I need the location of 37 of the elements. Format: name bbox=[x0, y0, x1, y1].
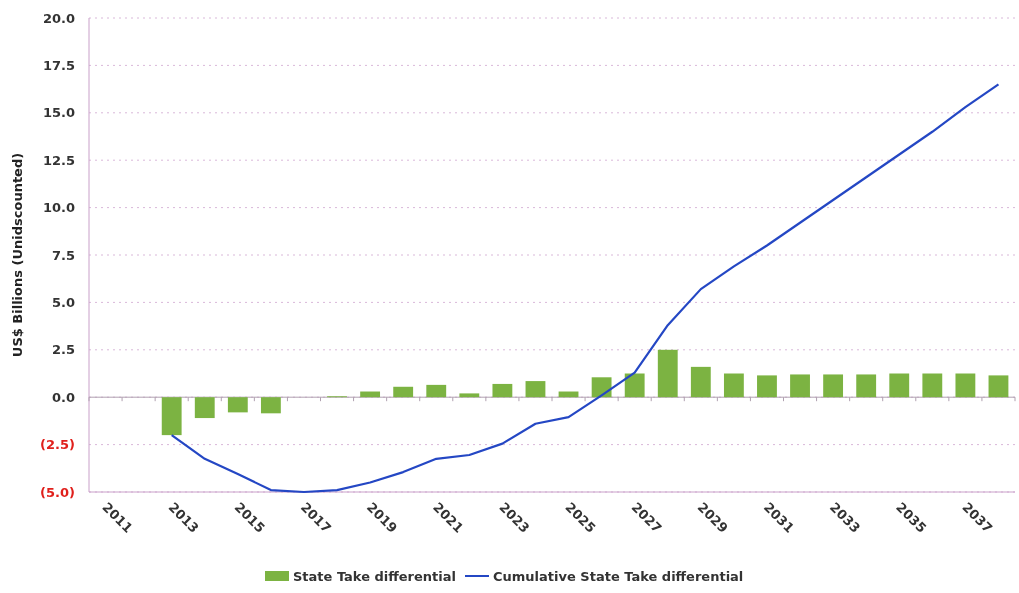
y-tick-label: 17.5 bbox=[42, 57, 75, 73]
bar bbox=[657, 349, 678, 398]
bar bbox=[194, 397, 215, 419]
y-tick-label: (5.0) bbox=[40, 484, 75, 500]
y-tick-label: 0.0 bbox=[51, 389, 75, 405]
bar bbox=[525, 381, 546, 398]
y-tick-label: 5.0 bbox=[51, 294, 75, 310]
y-tick-label: 12.5 bbox=[42, 152, 75, 168]
bar bbox=[161, 397, 182, 436]
bar bbox=[591, 377, 612, 398]
bar bbox=[922, 373, 943, 398]
legend-label: Cumulative State Take differential bbox=[493, 569, 744, 584]
legend-label: State Take differential bbox=[293, 569, 457, 584]
bar bbox=[393, 386, 414, 398]
y-tick-label: 2.5 bbox=[51, 342, 75, 358]
bar bbox=[690, 366, 711, 398]
bar bbox=[955, 373, 976, 398]
y-tick-label: 7.5 bbox=[51, 247, 75, 263]
line-series bbox=[170, 83, 1000, 494]
y-tick-label: 20.0 bbox=[42, 10, 75, 26]
bar bbox=[227, 397, 248, 413]
bar bbox=[823, 374, 844, 398]
bar bbox=[459, 393, 480, 398]
bar bbox=[757, 375, 777, 398]
bar bbox=[260, 397, 281, 414]
bar bbox=[624, 373, 645, 398]
bar bbox=[856, 374, 877, 398]
bar bbox=[889, 373, 910, 398]
bar bbox=[723, 373, 744, 398]
y-tick-label: (2.5) bbox=[40, 437, 75, 453]
y-tick-label: 10.0 bbox=[42, 200, 75, 216]
bar bbox=[492, 383, 513, 398]
bar bbox=[988, 375, 1009, 398]
y-tick-label: 15.0 bbox=[42, 105, 75, 121]
y-axis-title: US$ Billions (Unidscounted) bbox=[10, 152, 25, 358]
bar bbox=[426, 384, 447, 398]
bar bbox=[790, 374, 810, 398]
